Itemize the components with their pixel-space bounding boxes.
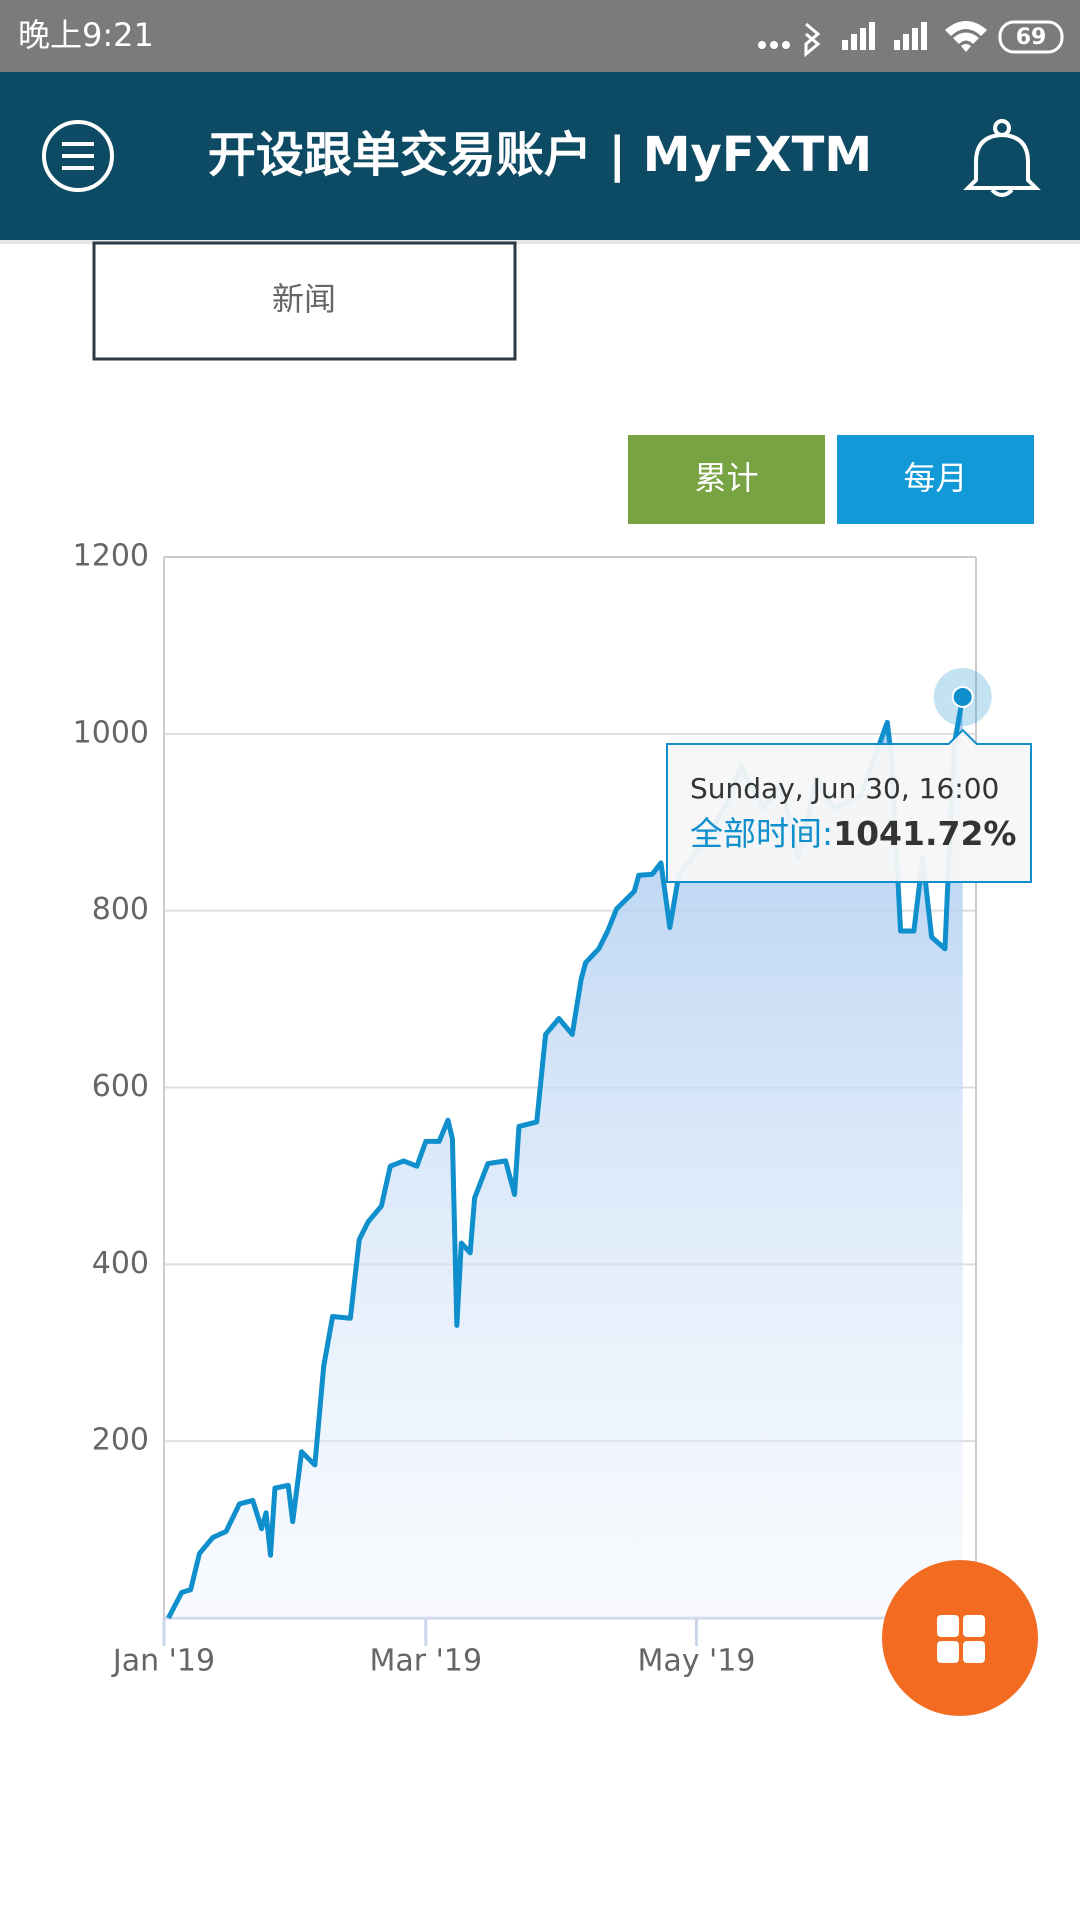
status-icons (758, 21, 987, 58)
period-button[interactable] (628, 435, 825, 524)
fab-circle (882, 1560, 1038, 1716)
fab-icon (963, 1615, 985, 1637)
fab-icon (937, 1641, 959, 1663)
x-tick-label: Jan '19 (111, 1644, 215, 1679)
period-button[interactable] (837, 435, 1034, 524)
period-button-label: 累计 (694, 459, 758, 497)
tooltip-header: Sunday, Jun 30, 16:00 (690, 772, 999, 805)
news-tab-label: 新闻 (272, 280, 336, 318)
tooltip-line: 全部时间:1041.72% (690, 814, 1017, 853)
x-tick-label: May '19 (637, 1644, 755, 1679)
y-tick-label: 800 (92, 892, 149, 927)
x-tick-label: Mar '19 (370, 1644, 483, 1679)
y-tick-label: 200 (92, 1423, 149, 1458)
tooltip-value: 1041.72% (833, 814, 1016, 853)
status-bar (0, 0, 1080, 72)
menu-button[interactable] (42, 120, 114, 192)
header-title: 开设跟单交易账户 | MyFXTM (208, 127, 872, 183)
area (168, 696, 963, 1618)
y-tick-label: 1200 (73, 539, 149, 574)
y-tick-label: 400 (92, 1246, 149, 1281)
news-tab[interactable] (92, 241, 517, 361)
fab[interactable] (882, 1560, 1038, 1716)
y-tick-label: 600 (92, 1069, 149, 1104)
period-button-label: 每月 (903, 459, 967, 497)
header-shadow (0, 240, 1080, 244)
y-tick-label: 1000 (73, 715, 149, 750)
tooltip-box (666, 728, 1032, 883)
hover-point (951, 685, 974, 708)
fab-icon (963, 1641, 985, 1663)
status-time: 晚上9:21 (18, 16, 154, 54)
battery-level: 69 (1016, 25, 1047, 50)
notification-bell[interactable] (963, 119, 1041, 197)
app-header (0, 72, 1080, 240)
fab-icon (937, 1615, 959, 1637)
tooltip-series-name: 全部时间: (690, 814, 833, 853)
battery (998, 20, 1064, 54)
